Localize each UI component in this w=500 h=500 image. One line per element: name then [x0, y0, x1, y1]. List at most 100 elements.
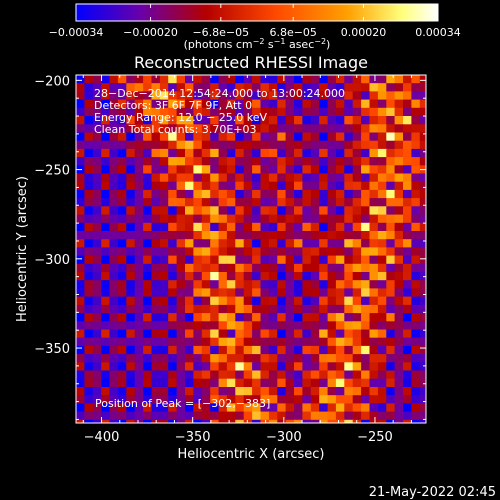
heatmap-cell [168, 107, 178, 117]
heatmap-cell [411, 189, 421, 199]
heatmap-cell [260, 148, 270, 158]
heatmap-cell [361, 411, 371, 421]
heatmap-cell [386, 124, 396, 134]
heatmap-cell [109, 222, 119, 232]
heatmap-cell [226, 395, 237, 405]
heatmap-cell [260, 255, 270, 265]
heatmap-cell [126, 116, 136, 125]
heatmap-cell [419, 272, 426, 281]
heatmap-cell [403, 132, 413, 142]
heatmap-cell [394, 419, 404, 423]
heatmap-cell [84, 165, 94, 175]
heatmap-cell [243, 107, 253, 117]
heatmap-cell [403, 272, 413, 281]
heatmap-cell [252, 395, 262, 405]
heatmap-cell [185, 419, 195, 423]
heatmap-cell [226, 304, 237, 314]
heatmap-cell [252, 387, 262, 396]
heatmap-cell [219, 428, 228, 437]
heatmap-cell [302, 214, 312, 224]
heatmap-cell [92, 107, 102, 117]
heatmap-cell [352, 116, 362, 125]
heatmap-cell [386, 354, 396, 364]
heatmap-cell [352, 165, 362, 175]
annotation-line: Detectors: 3F 6F 7F 9F, Att 0 [94, 99, 252, 112]
heatmap-cell [268, 206, 279, 216]
heatmap-cell [377, 411, 388, 421]
heatmap-cell [386, 157, 396, 167]
heatmap-cell [411, 124, 421, 134]
heatmap-cell [243, 132, 253, 142]
heatmap-cell [235, 189, 245, 199]
heatmap-cell [327, 296, 337, 306]
heatmap-cell [302, 206, 312, 216]
heatmap-cell [252, 370, 262, 380]
heatmap-cell [277, 198, 287, 208]
heatmap-cell [101, 280, 111, 290]
heatmap-cell [159, 173, 170, 183]
heatmap-cell [210, 403, 220, 413]
heatmap-cell [176, 116, 186, 125]
heatmap-cell [210, 173, 220, 183]
heatmap-cell [101, 132, 111, 142]
heatmap-cell [143, 321, 153, 331]
heatmap-cell [168, 304, 178, 314]
heatmap-cell [76, 387, 86, 396]
heatmap-cell [327, 189, 337, 199]
heatmap-cell [344, 206, 354, 216]
heatmap-cell [235, 345, 245, 355]
heatmap-cell [260, 354, 270, 364]
heatmap-cell [361, 354, 371, 364]
heatmap-cell [361, 288, 371, 298]
heatmap-cell [352, 214, 362, 224]
heatmap-cell [386, 75, 396, 84]
heatmap-cell [377, 148, 388, 158]
heatmap-cell [176, 296, 186, 306]
heatmap-cell [411, 387, 421, 396]
heatmap-cell [252, 231, 262, 240]
heatmap-cell [310, 198, 320, 208]
heatmap-cell [159, 99, 170, 109]
heatmap-cell [201, 395, 211, 405]
heatmap-cell [243, 403, 253, 413]
heatmap-cell [352, 304, 362, 314]
heatmap-cell [235, 370, 245, 380]
heatmap-cell [226, 231, 237, 240]
heatmap-cell [84, 181, 94, 191]
heatmap-cell [277, 99, 287, 109]
heatmap-cell [235, 181, 245, 191]
heatmap-cell [159, 337, 170, 347]
heatmap-cell [294, 206, 304, 216]
heatmap-cell [369, 329, 379, 339]
heatmap-cell [377, 263, 388, 273]
heatmap-cell [159, 107, 170, 117]
heatmap-cell [134, 181, 144, 191]
heatmap-cell [185, 165, 195, 175]
heatmap-cell [109, 403, 119, 413]
heatmap-cell [419, 354, 426, 364]
heatmap-cell [159, 140, 170, 150]
heatmap-cell [335, 387, 346, 396]
heatmap-cell [226, 280, 237, 290]
colorbar-tick-label: 6.8e−05 [269, 26, 316, 39]
heatmap-cell [126, 329, 136, 339]
heatmap-cell [369, 239, 379, 249]
heatmap-cell [294, 231, 304, 240]
heatmap-cell [294, 165, 304, 175]
heatmap-cell [176, 345, 186, 355]
heatmap-cell [344, 304, 354, 314]
heatmap-cell [268, 173, 279, 183]
heatmap-cell [235, 91, 245, 101]
heatmap-cell [143, 91, 153, 101]
heatmap-cell [101, 99, 111, 109]
heatmap-cell [101, 198, 111, 208]
heatmap-cell [235, 222, 245, 232]
heatmap-cell [268, 148, 279, 158]
heatmap-cell [159, 419, 170, 423]
heatmap-cell [411, 263, 421, 273]
heatmap-cell [126, 345, 136, 355]
heatmap-cell [335, 288, 346, 298]
heatmap-cell [252, 280, 262, 290]
heatmap-cell [168, 198, 178, 208]
heatmap-cell [134, 263, 144, 273]
